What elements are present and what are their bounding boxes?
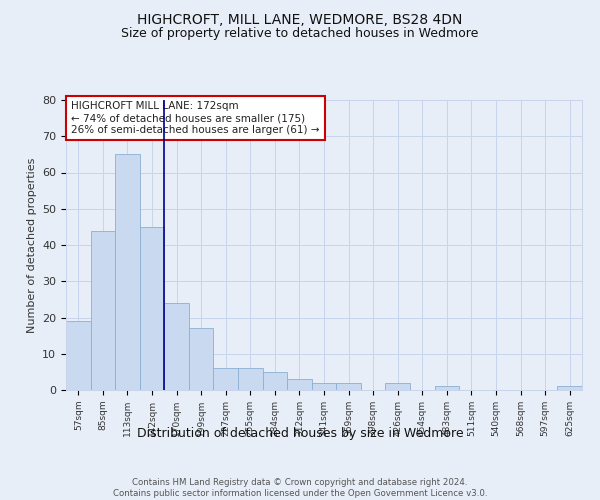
Text: Size of property relative to detached houses in Wedmore: Size of property relative to detached ho… xyxy=(121,28,479,40)
Bar xyxy=(214,368,238,390)
Bar xyxy=(238,368,263,390)
Bar xyxy=(66,321,91,390)
Bar xyxy=(189,328,214,390)
Text: HIGHCROFT MILL LANE: 172sqm
← 74% of detached houses are smaller (175)
26% of se: HIGHCROFT MILL LANE: 172sqm ← 74% of det… xyxy=(71,102,320,134)
Bar xyxy=(312,383,336,390)
Text: Contains HM Land Registry data © Crown copyright and database right 2024.
Contai: Contains HM Land Registry data © Crown c… xyxy=(113,478,487,498)
Bar xyxy=(115,154,140,390)
Bar xyxy=(140,227,164,390)
Text: HIGHCROFT, MILL LANE, WEDMORE, BS28 4DN: HIGHCROFT, MILL LANE, WEDMORE, BS28 4DN xyxy=(137,12,463,26)
Bar xyxy=(263,372,287,390)
Bar xyxy=(557,386,582,390)
Text: Distribution of detached houses by size in Wedmore: Distribution of detached houses by size … xyxy=(137,428,463,440)
Bar xyxy=(287,379,312,390)
Bar xyxy=(164,303,189,390)
Bar xyxy=(385,383,410,390)
Y-axis label: Number of detached properties: Number of detached properties xyxy=(26,158,37,332)
Bar xyxy=(434,386,459,390)
Bar xyxy=(91,230,115,390)
Bar xyxy=(336,383,361,390)
